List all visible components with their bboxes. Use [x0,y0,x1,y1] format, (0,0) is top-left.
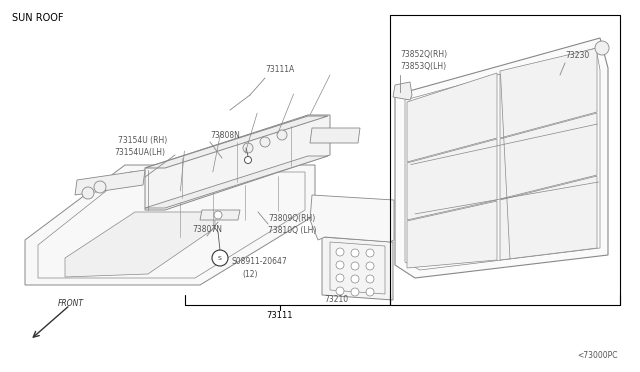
Polygon shape [407,201,497,268]
Circle shape [366,249,374,257]
Circle shape [244,157,252,164]
Circle shape [351,249,359,257]
Text: 73808N: 73808N [210,131,240,140]
Polygon shape [145,115,330,210]
Polygon shape [310,128,360,143]
Text: 73230: 73230 [565,51,589,60]
Polygon shape [500,48,597,138]
Text: 73210: 73210 [324,295,348,305]
Polygon shape [395,38,608,278]
Circle shape [212,250,228,266]
Polygon shape [407,139,497,220]
Text: <73000PC: <73000PC [577,350,618,359]
Circle shape [214,211,222,219]
Polygon shape [393,82,412,100]
Polygon shape [500,113,597,199]
Polygon shape [145,156,328,208]
Text: S08911-20647: S08911-20647 [232,257,288,266]
Polygon shape [65,212,215,277]
Text: (12): (12) [242,269,257,279]
Polygon shape [200,210,240,220]
Polygon shape [310,195,394,242]
Text: 73807N: 73807N [192,225,222,234]
Text: 73809Q(RH): 73809Q(RH) [268,214,316,222]
Circle shape [82,187,94,199]
Circle shape [336,248,344,256]
Text: 73810Q (LH): 73810Q (LH) [268,225,316,234]
Text: 73154UA(LH): 73154UA(LH) [114,148,165,157]
Text: FRONT: FRONT [58,298,84,308]
Circle shape [366,275,374,283]
Text: SUN ROOF: SUN ROOF [12,13,63,23]
Circle shape [351,288,359,296]
Text: 73154U (RH): 73154U (RH) [118,135,167,144]
Text: 73852Q(RH): 73852Q(RH) [400,51,447,60]
Circle shape [366,288,374,296]
Polygon shape [500,176,597,260]
Polygon shape [145,116,328,168]
Text: 73111A: 73111A [265,65,294,74]
Circle shape [366,262,374,270]
Text: 73853Q(LH): 73853Q(LH) [400,62,446,71]
Circle shape [336,261,344,269]
Polygon shape [322,237,393,300]
Polygon shape [25,165,315,285]
Circle shape [260,137,270,147]
Circle shape [243,143,253,153]
Polygon shape [407,73,497,162]
Circle shape [94,181,106,193]
Circle shape [351,275,359,283]
Circle shape [336,274,344,282]
Circle shape [336,287,344,295]
Circle shape [277,130,287,140]
Text: 73111: 73111 [267,311,293,321]
Text: S: S [218,256,222,260]
Polygon shape [75,170,145,195]
Circle shape [351,262,359,270]
Circle shape [595,41,609,55]
